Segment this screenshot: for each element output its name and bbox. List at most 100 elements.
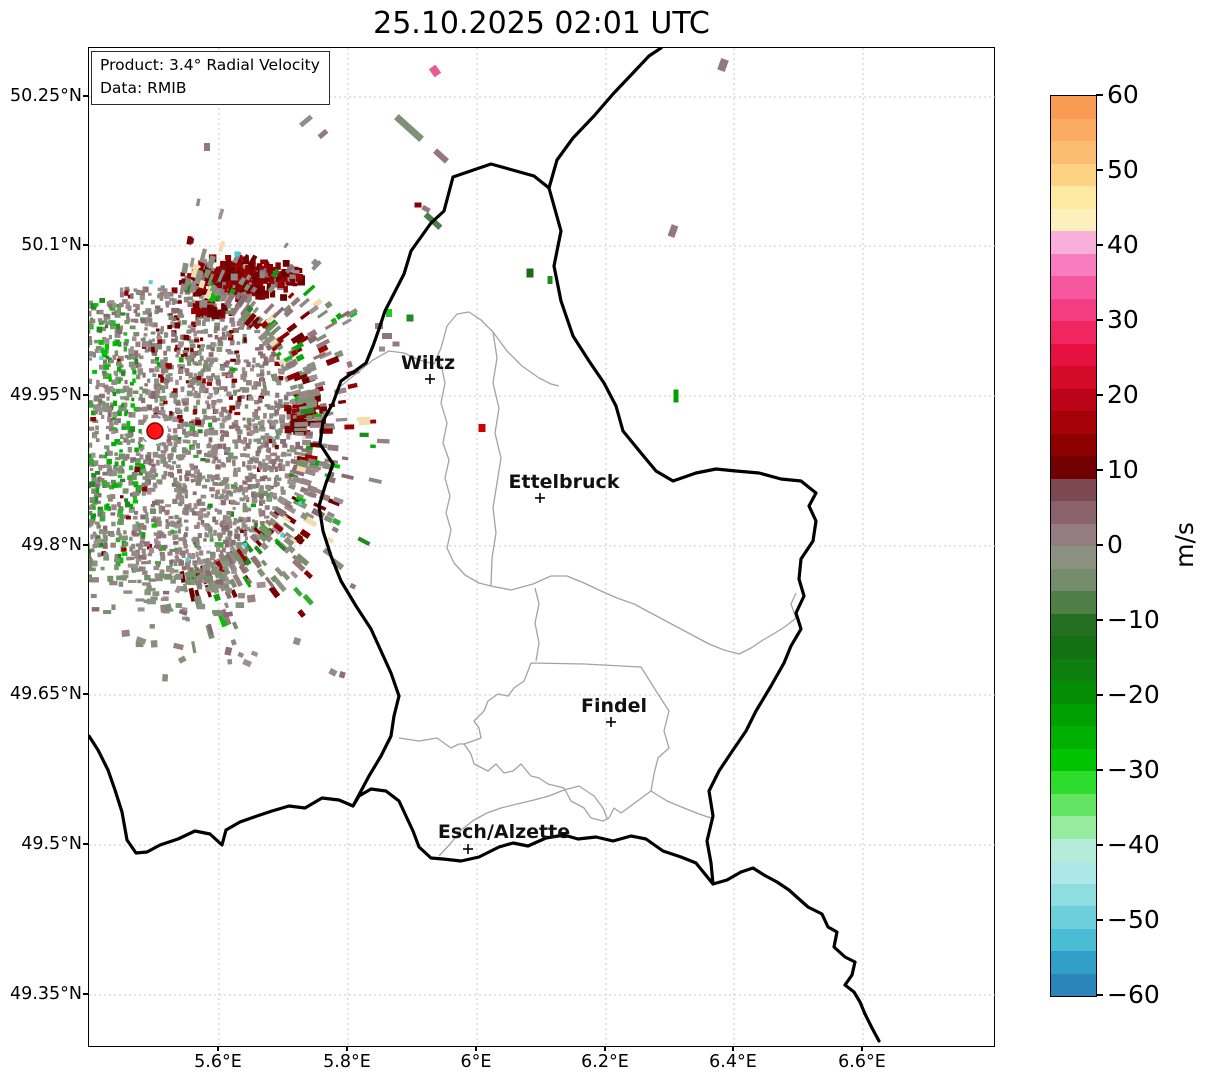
radar-echo-pixel bbox=[193, 350, 198, 356]
radar-echo-pixel bbox=[174, 547, 178, 552]
radar-echo-pixel bbox=[200, 386, 206, 391]
radar-echo-pixel bbox=[234, 501, 240, 506]
radar-echo-pixel bbox=[196, 375, 201, 381]
radar-echo-pixel bbox=[224, 542, 229, 548]
radar-echo-pixel bbox=[243, 424, 250, 428]
radar-echo-pixel bbox=[144, 322, 149, 327]
radar-echo-pixel bbox=[275, 474, 279, 481]
radar-echo-pixel bbox=[222, 572, 232, 586]
radar-echo-pixel bbox=[248, 438, 252, 444]
radar-echo-pixel bbox=[269, 439, 276, 444]
colorbar-band bbox=[1051, 793, 1096, 816]
radar-echo-pixel bbox=[125, 301, 130, 307]
radar-echo-pixel bbox=[154, 472, 158, 477]
radar-echo-pixel bbox=[131, 550, 135, 557]
radar-echo-pixel bbox=[145, 316, 150, 323]
radar-echo-pixel bbox=[113, 400, 118, 406]
radar-echo-pixel bbox=[254, 330, 261, 334]
radar-echo-pixel bbox=[109, 386, 114, 391]
colorbar-band bbox=[1051, 636, 1096, 659]
radar-echo-pixel bbox=[124, 320, 130, 325]
radar-echo-pixel bbox=[130, 403, 135, 408]
radar-echo-pixel bbox=[220, 366, 225, 371]
radar-echo-pixel bbox=[208, 422, 213, 428]
radar-echo-pixel bbox=[345, 307, 358, 318]
radar-echo-pixel bbox=[266, 477, 272, 482]
radar-echo-pixel bbox=[223, 292, 236, 307]
radar-echo-pixel bbox=[433, 148, 449, 164]
radar-echo-pixel bbox=[224, 448, 230, 453]
radar-echo-pixel bbox=[95, 496, 99, 503]
radar-echo-pixel bbox=[147, 478, 151, 485]
radar-echo-pixel bbox=[116, 530, 121, 536]
radar-echo-pixel bbox=[187, 579, 196, 586]
radar-echo-pixel bbox=[320, 423, 329, 429]
radar-echo-pixel bbox=[129, 556, 135, 561]
radar-echo-pixel bbox=[293, 373, 308, 382]
radar-echo-pixel bbox=[120, 434, 124, 440]
radar-echo-pixel bbox=[112, 341, 117, 347]
radar-echo-pixel bbox=[280, 533, 285, 538]
radar-echo-pixel bbox=[191, 386, 195, 391]
radar-echo-pixel bbox=[261, 290, 269, 298]
radar-echo-pixel bbox=[231, 282, 243, 296]
radar-echo-pixel bbox=[205, 558, 210, 564]
radar-echo-pixel bbox=[214, 508, 218, 512]
radar-echo-pixel bbox=[115, 428, 119, 433]
radar-echo-pixel bbox=[245, 274, 252, 281]
radar-echo-pixel bbox=[272, 506, 278, 511]
radar-echo-pixel bbox=[117, 518, 123, 524]
radar-echo-pixel bbox=[274, 481, 280, 487]
radar-echo-pixel bbox=[141, 548, 146, 554]
radar-echo-pixel bbox=[275, 433, 280, 439]
radar-echo-pixel bbox=[92, 505, 96, 510]
radar-echo-pixel bbox=[148, 321, 152, 327]
radar-echo-pixel bbox=[114, 309, 120, 314]
radar-echo-pixel bbox=[195, 311, 201, 318]
radar-echo-pixel bbox=[192, 491, 197, 496]
radar-echo-pixel bbox=[121, 535, 128, 541]
radar-echo-pixel bbox=[673, 389, 679, 403]
radar-echo-pixel bbox=[234, 519, 239, 524]
radar-echo-pixel bbox=[181, 555, 186, 558]
radar-echo-pixel bbox=[328, 498, 341, 507]
radar-echo-pixel bbox=[222, 566, 229, 571]
radar-echo-pixel bbox=[227, 351, 233, 355]
radar-echo-pixel bbox=[202, 484, 208, 489]
radar-echo-pixel bbox=[191, 321, 198, 326]
radar-echo-pixel bbox=[240, 529, 246, 534]
radar-echo-pixel bbox=[392, 341, 400, 347]
radar-echo-pixel bbox=[144, 327, 148, 331]
radar-echo-pixel bbox=[103, 554, 110, 561]
radar-echo-pixel bbox=[117, 481, 123, 486]
radar-echo-pixel bbox=[274, 361, 281, 366]
radar-echo-pixel bbox=[95, 542, 100, 547]
lon-axis-tick bbox=[346, 1046, 348, 1051]
radar-echo-pixel bbox=[146, 585, 152, 590]
radar-echo-pixel bbox=[160, 409, 166, 415]
radar-echo-pixel bbox=[218, 542, 224, 548]
radar-echo-pixel bbox=[182, 486, 187, 492]
radar-echo-pixel bbox=[108, 300, 115, 304]
radar-echo-pixel bbox=[172, 416, 178, 423]
radar-echo-pixel bbox=[260, 259, 268, 265]
radar-echo-pixel bbox=[257, 467, 261, 472]
colorbar-band bbox=[1051, 276, 1096, 299]
radar-echo-pixel bbox=[160, 457, 165, 464]
radar-echo-pixel bbox=[121, 552, 128, 556]
radar-echo-pixel bbox=[257, 406, 261, 411]
radar-echo-pixel bbox=[162, 534, 167, 539]
radar-echo-pixel bbox=[319, 406, 327, 414]
radar-echo-pixel bbox=[120, 495, 124, 499]
canton-border bbox=[438, 785, 608, 857]
radar-echo-pixel bbox=[210, 494, 215, 498]
colorbar-tick bbox=[1096, 994, 1103, 996]
radar-echo-pixel bbox=[143, 414, 149, 420]
radar-echo-pixel bbox=[246, 577, 253, 585]
radar-echo-pixel bbox=[199, 355, 204, 361]
radar-echo-pixel bbox=[182, 428, 186, 434]
radar-echo-pixel bbox=[269, 276, 275, 284]
radar-echo-pixel bbox=[122, 570, 129, 575]
radar-echo-pixel bbox=[142, 310, 148, 315]
radar-echo-pixel bbox=[168, 515, 174, 520]
